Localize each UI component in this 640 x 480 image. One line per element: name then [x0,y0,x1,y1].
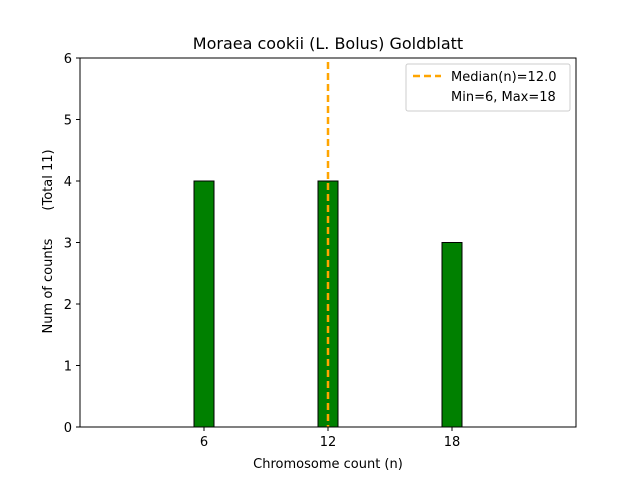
y-tick-label: 2 [64,298,72,313]
bar-6 [193,180,215,428]
bar-18 [441,242,463,428]
x-tick-label: 18 [444,435,461,450]
y-tick-label: 5 [64,114,72,129]
y-tick-label: 4 [64,175,72,190]
y-tick-label: 0 [64,421,72,436]
y-axis-total-label: (Total 11) [41,149,56,210]
y-tick-label: 6 [64,52,72,67]
x-tick-label: 12 [320,435,337,450]
y-ticks: 0 1 2 3 4 5 6 [64,52,80,436]
chart-title: Moraea cookii (L. Bolus) Goldblatt [193,34,463,53]
y-tick-label: 1 [64,360,72,375]
legend-entry-median: Median(n)=12.0 [451,70,557,85]
legend: Median(n)=12.0 Min=6, Max=18 [405,63,571,112]
y-tick-label: 3 [64,237,72,252]
legend-box [405,63,571,112]
x-tick-label: 6 [200,435,208,450]
x-axis-label: Chromosome count (n) [253,457,403,472]
y-axis-label: Num of counts [41,238,56,333]
legend-entry-min-max: Min=6, Max=18 [451,90,556,105]
x-ticks: 6 12 18 [200,427,460,450]
